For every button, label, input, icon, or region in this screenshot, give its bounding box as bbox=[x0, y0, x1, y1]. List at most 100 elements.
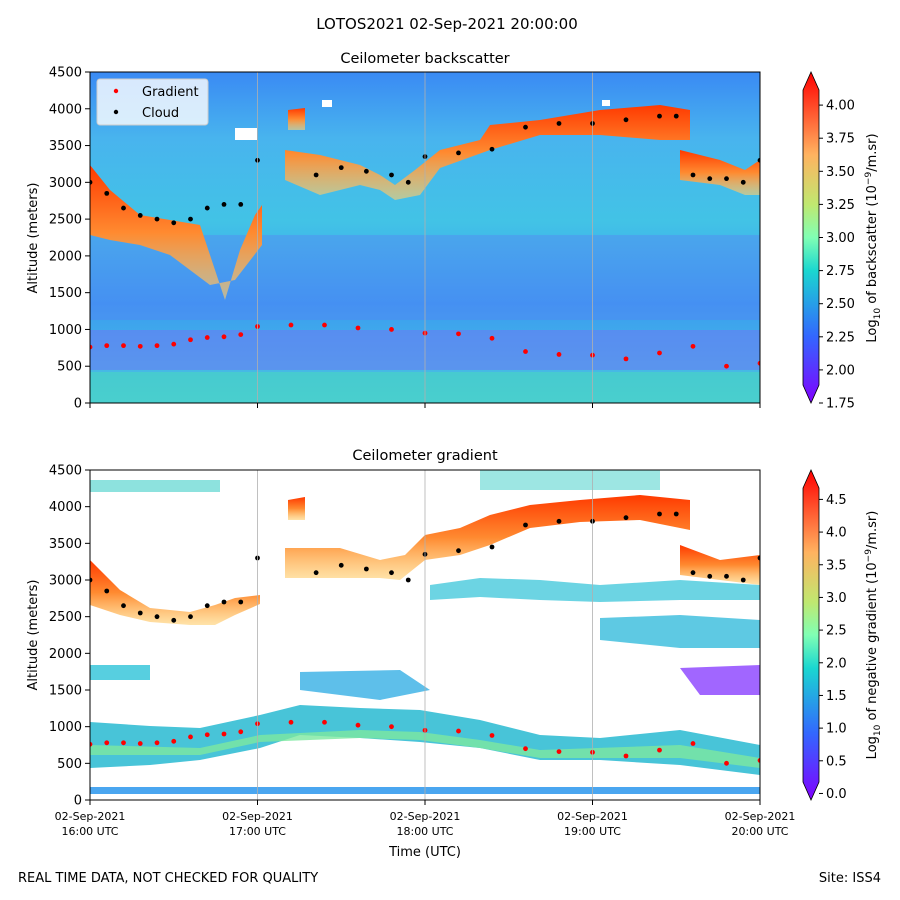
y-tick-label: 0 bbox=[74, 794, 82, 809]
series-layer bbox=[90, 511, 760, 766]
y-tick-label: 4000 bbox=[49, 500, 82, 515]
heatmap-layer bbox=[680, 150, 760, 195]
cloud-point bbox=[338, 165, 344, 171]
cloud-point bbox=[363, 566, 369, 572]
panel-gradient: Ceilometer gradient 0 500 1000 1500 2000 2500… bbox=[26, 448, 883, 860]
cloud-point bbox=[489, 544, 495, 550]
gradient-point bbox=[204, 335, 210, 340]
heatmap-band bbox=[90, 665, 150, 680]
cloud-point bbox=[740, 577, 746, 583]
gradient-point bbox=[489, 733, 495, 738]
cloud-point bbox=[90, 179, 93, 185]
y-tick-label: 3000 bbox=[49, 176, 82, 191]
gradient-point bbox=[724, 760, 729, 766]
y-axis: 0 500 1000 1500 2000 2500 3000 3500 4000 4500 bbox=[49, 464, 90, 809]
colorbar-tick-label: 0.0 bbox=[826, 787, 847, 802]
y-tick-label: 1000 bbox=[49, 720, 82, 735]
cloud-point bbox=[313, 570, 319, 576]
x-tick-label: 16:00 UTC bbox=[61, 825, 118, 838]
heatmap-band bbox=[300, 670, 430, 700]
cloud-point bbox=[154, 216, 160, 222]
cloud-point bbox=[121, 205, 126, 211]
y-tick-label: 500 bbox=[57, 757, 82, 772]
figure-suptitle: LOTOS2021 02-Sep-2021 20:00:00 bbox=[316, 15, 578, 33]
heatmap-band bbox=[600, 615, 760, 648]
cloud-point bbox=[338, 562, 344, 568]
colorbar-tick-label: 2.25 bbox=[826, 330, 855, 345]
cloud-point bbox=[757, 157, 760, 163]
cloud-point bbox=[456, 150, 461, 156]
cloud-point bbox=[707, 176, 713, 182]
cloud-point bbox=[221, 599, 227, 605]
heatmap-layer bbox=[285, 105, 690, 200]
cloud-point bbox=[154, 614, 160, 620]
gradient-point bbox=[154, 343, 160, 349]
x-tick-label: 17:00 UTC bbox=[229, 825, 286, 838]
cloud-point bbox=[104, 588, 110, 594]
cloud-point bbox=[188, 216, 193, 222]
gradient-point bbox=[556, 749, 562, 754]
gradient-point bbox=[221, 334, 227, 340]
colorbar-tick-label: 4.00 bbox=[826, 99, 855, 114]
colorbar-tick-label: 0.5 bbox=[826, 754, 847, 769]
cloud-point bbox=[204, 205, 210, 211]
cloud-point bbox=[171, 617, 177, 623]
x-tick-label: 02-Sep-2021 bbox=[222, 810, 293, 823]
colorbar-tick-label: 3.75 bbox=[826, 132, 855, 147]
y-tick-label: 3500 bbox=[49, 537, 82, 552]
cloud-point bbox=[523, 522, 528, 528]
gradient-point bbox=[121, 343, 126, 349]
gradient-point bbox=[104, 343, 110, 349]
gradient-point bbox=[238, 729, 244, 735]
y-tick-label: 4500 bbox=[49, 464, 82, 479]
gradient-point bbox=[90, 741, 93, 747]
y-tick-label: 2000 bbox=[49, 249, 82, 264]
colorbar-tick-label: 2.0 bbox=[826, 656, 847, 671]
colorbar: 1.75 2.00 2.25 2.50 2.75 3.00 3.25 3.50 3.75 4.00… bbox=[802, 71, 883, 412]
gradient-point bbox=[322, 322, 327, 328]
panel-backscatter: Ceilometer backscatter 0 500 1000 1500 2000 2… bbox=[26, 51, 883, 412]
gradient-point bbox=[690, 343, 696, 349]
y-axis: 0 500 1000 1500 2000 2500 3000 3500 4000 4500 bbox=[49, 66, 90, 412]
x-tick-label: 19:00 UTC bbox=[564, 825, 621, 838]
colorbar-tick-label: 4.5 bbox=[826, 493, 847, 508]
cloud-point bbox=[657, 113, 662, 119]
gradient-point bbox=[456, 331, 461, 337]
x-tick-label: 02-Sep-2021 bbox=[55, 810, 126, 823]
gradient-point bbox=[121, 740, 126, 746]
x-axis-label: Time (UTC) bbox=[388, 845, 461, 860]
heatmap-layer bbox=[285, 495, 690, 580]
x-tick-label: 18:00 UTC bbox=[396, 825, 453, 838]
gradient-point bbox=[690, 741, 696, 746]
cloud-point bbox=[724, 176, 729, 182]
gradient-point bbox=[523, 349, 528, 354]
colorbar-tick-label: 3.5 bbox=[826, 558, 847, 573]
colorbar-tick-label: 2.00 bbox=[826, 363, 855, 378]
gradient-point bbox=[288, 322, 294, 328]
site-label: Site: ISS4 bbox=[819, 871, 881, 886]
missing-data bbox=[235, 128, 257, 140]
legend-box bbox=[96, 78, 209, 126]
colorbar-tick-label: 1.5 bbox=[826, 689, 847, 704]
cloud-point bbox=[238, 202, 244, 207]
gradient-point bbox=[288, 719, 294, 725]
gradient-point bbox=[355, 325, 361, 331]
gradient-point bbox=[188, 734, 193, 740]
heatmap-band bbox=[480, 470, 660, 490]
gradient-point bbox=[724, 363, 729, 369]
cloud-point bbox=[690, 570, 696, 576]
colorbar-tick-label: 2.5 bbox=[826, 624, 847, 639]
colorbar-label: Log10 of backscatter (10−9/m.sr) bbox=[864, 133, 883, 342]
gradient-point bbox=[355, 722, 361, 728]
x-tick-label: 20:00 UTC bbox=[731, 825, 788, 838]
x-axis bbox=[89, 403, 761, 408]
gradient-point bbox=[221, 731, 227, 737]
cloud-point bbox=[707, 573, 713, 579]
series-layer bbox=[90, 113, 760, 369]
cloud-point bbox=[556, 121, 562, 126]
legend-marker-gradient bbox=[113, 88, 119, 94]
panel-title: Ceilometer backscatter bbox=[340, 51, 509, 67]
y-tick-label: 3000 bbox=[49, 574, 82, 589]
cloud-point bbox=[657, 511, 662, 517]
